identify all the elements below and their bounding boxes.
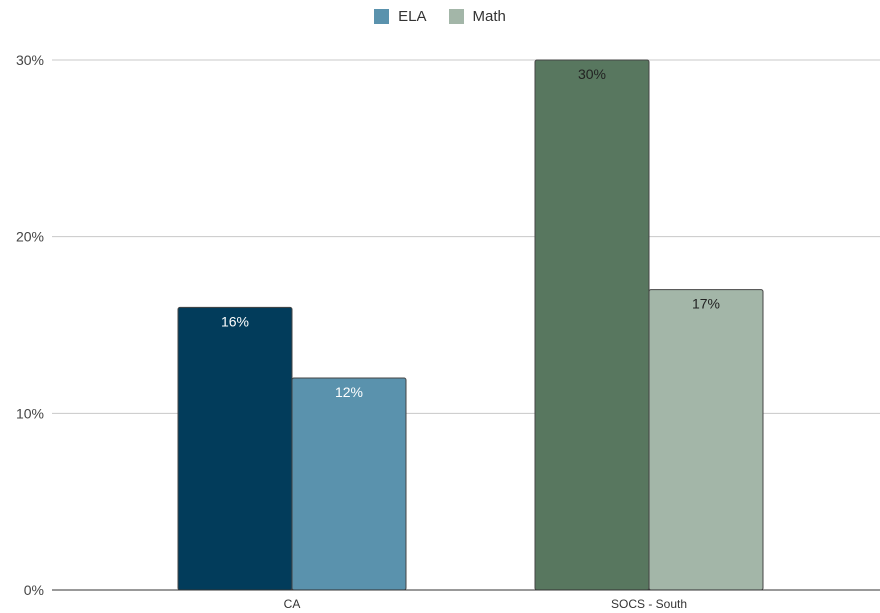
bar-ela-0	[177, 306, 293, 591]
legend-item-math[interactable]: Math	[448, 8, 506, 25]
legend-label-math: Math	[472, 8, 506, 25]
bar-math-1	[648, 289, 764, 591]
bar-ela-1	[534, 59, 650, 591]
data-label: 17%	[692, 296, 720, 312]
data-label: 12%	[335, 384, 363, 400]
legend-item-ela[interactable]: ELA	[374, 8, 427, 25]
data-label: 16%	[221, 313, 249, 329]
data-label: 30%	[578, 66, 606, 82]
x-tick-label: CA	[284, 597, 301, 611]
legend-swatch-math	[448, 9, 464, 24]
bar-math-0	[291, 377, 407, 591]
y-tick-label: 10%	[16, 405, 44, 421]
legend: ELA Math	[0, 8, 880, 25]
legend-swatch-ela	[374, 9, 390, 24]
y-tick-label: 20%	[16, 229, 44, 245]
y-tick-label: 30%	[16, 52, 44, 68]
x-tick-label: SOCS - South	[611, 597, 687, 611]
y-tick-label: 0%	[24, 582, 44, 598]
legend-label-ela: ELA	[398, 8, 427, 25]
